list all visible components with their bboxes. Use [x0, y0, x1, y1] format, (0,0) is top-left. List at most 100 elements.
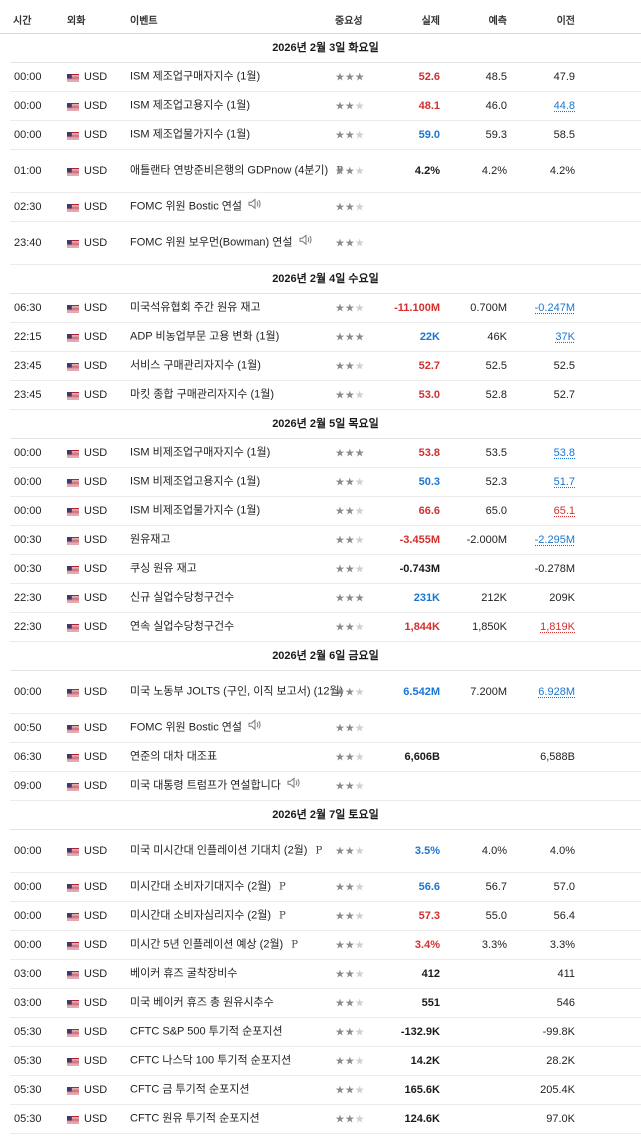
event-row[interactable]: 00:00 USD 미시간대 소비자심리지수 (2월) P ★★★ 57.3 55.0 56.…: [10, 902, 641, 931]
event-row[interactable]: 00:30 USD 쿠싱 원유 재고 ★★★ -0.743M -0.278M: [10, 555, 641, 584]
event-row[interactable]: 06:30 USD 미국석유협회 주간 원유 재고 ★★★ -11.100M 0.700M…: [10, 294, 641, 323]
event-row[interactable]: 02:30 USD FOMC 위원 Bostic 연설 ★★★: [10, 193, 641, 222]
event-name[interactable]: ISM 제조업물가지수 (1월): [130, 127, 348, 144]
event-name-text[interactable]: 미국 베이커 휴즈 총 원유시추수: [130, 996, 274, 1009]
event-name-text[interactable]: 애틀랜타 연방준비은행의 GDPnow (4분기): [130, 164, 329, 177]
event-name[interactable]: ISM 제조업고용지수 (1월): [130, 98, 348, 115]
event-row[interactable]: 09:00 USD 미국 대통령 트럼프가 연설합니다 ★★★: [10, 772, 641, 801]
event-name[interactable]: CFTC S&P 500 투기적 순포지션: [130, 1024, 348, 1041]
event-name[interactable]: 미시간 5년 인플레이션 예상 (2월) P: [130, 937, 348, 954]
event-name-text[interactable]: ADP 비농업부문 고용 변화 (1월): [130, 330, 280, 343]
event-name-text[interactable]: 연준의 대차 대조표: [130, 750, 218, 763]
event-row[interactable]: 23:40 USD FOMC 위원 보우먼(Bowman) 연설 ★★★: [10, 222, 641, 265]
event-name[interactable]: 미국 노동부 JOLTS (구인, 이직 보고서) (12월): [130, 684, 348, 701]
col-previous-header[interactable]: 이전: [556, 16, 575, 27]
event-name[interactable]: ISM 비제조업물가지수 (1월): [130, 503, 348, 520]
event-row[interactable]: 01:00 USD 애틀랜타 연방준비은행의 GDPnow (4분기) P ★★★ 4.2…: [10, 150, 641, 193]
event-name-text[interactable]: FOMC 위원 보우먼(Bowman) 연설: [130, 236, 293, 249]
event-row[interactable]: 03:00 USD 미국 베이커 휴즈 총 원유시추수 ★★★ 551 546: [10, 989, 641, 1018]
event-row[interactable]: 03:00 USD 베이커 휴즈 굴착장비수 ★★★ 412 411: [10, 960, 641, 989]
event-row[interactable]: 00:00 USD ISM 비제조업고용지수 (1월) ★★★ 50.3 52.3 51.7: [10, 468, 641, 497]
event-row[interactable]: 00:00 USD 미시간대 소비자기대지수 (2월) P ★★★ 56.6 56.7 57.…: [10, 873, 641, 902]
col-actual-header[interactable]: 실제: [421, 16, 440, 27]
event-name[interactable]: 미국석유협회 주간 원유 재고: [130, 300, 348, 317]
event-row[interactable]: 00:00 USD ISM 비제조업구매자지수 (1월) ★★★ 53.8 53.5 53.…: [10, 439, 641, 468]
event-name-text[interactable]: 신규 실업수당청구건수: [130, 591, 235, 604]
previous-value[interactable]: 65.1: [553, 505, 575, 517]
col-event-header[interactable]: 이벤트: [130, 16, 158, 27]
event-name[interactable]: 미시간대 소비자심리지수 (2월) P: [130, 908, 348, 925]
event-name-text[interactable]: ISM 비제조업물가지수 (1월): [130, 504, 261, 517]
previous-value[interactable]: 51.7: [553, 476, 575, 488]
event-name[interactable]: 연준의 대차 대조표: [130, 749, 348, 766]
event-name[interactable]: ISM 비제조업고용지수 (1월): [130, 474, 348, 491]
event-row[interactable]: 00:00 USD ISM 제조업고용지수 (1월) ★★★ 48.1 46.0 44.8: [10, 92, 641, 121]
event-name-text[interactable]: FOMC 위원 Bostic 연설: [130, 721, 242, 734]
previous-value[interactable]: 1,819K: [540, 621, 575, 633]
event-name[interactable]: FOMC 위원 Bostic 연설: [130, 719, 348, 736]
col-importance-header[interactable]: 중요성: [335, 16, 363, 27]
event-name-text[interactable]: 미국 노동부 JOLTS (구인, 이직 보고서) (12월): [130, 685, 344, 698]
event-name[interactable]: 미국 베이커 휴즈 총 원유시추수: [130, 995, 348, 1012]
event-name-text[interactable]: CFTC 나스닥 100 투기적 순포지션: [130, 1054, 292, 1067]
event-row[interactable]: 00:00 USD ISM 비제조업물가지수 (1월) ★★★ 66.6 65.0 65.1: [10, 497, 641, 526]
event-name-text[interactable]: ISM 제조업물가지수 (1월): [130, 128, 251, 141]
event-name[interactable]: 베이커 휴즈 굴착장비수: [130, 966, 348, 983]
event-row[interactable]: 05:30 USD CFTC 나스닥 100 투기적 순포지션 ★★★ 14.2K 28.…: [10, 1047, 641, 1076]
event-row[interactable]: 22:30 USD 연속 실업수당청구건수 ★★★ 1,844K 1,850K 1,819K: [10, 613, 641, 642]
event-name[interactable]: CFTC 금 투기적 순포지션: [130, 1082, 348, 1099]
event-row[interactable]: 00:00 USD 미국 노동부 JOLTS (구인, 이직 보고서) (12월) ★…: [10, 671, 641, 714]
previous-value[interactable]: -2.295M: [534, 534, 575, 546]
event-row[interactable]: 00:00 USD ISM 제조업구매자지수 (1월) ★★★ 52.6 48.5 47.9: [10, 63, 641, 92]
event-name-text[interactable]: ISM 비제조업고용지수 (1월): [130, 475, 261, 488]
event-row[interactable]: 00:50 USD FOMC 위원 Bostic 연설 ★★★: [10, 714, 641, 743]
event-row[interactable]: 05:30 USD CFTC 원유 투기적 순포지션 ★★★ 124.6K 97.0K: [10, 1105, 641, 1134]
event-name[interactable]: 원유재고: [130, 532, 348, 549]
col-currency-header[interactable]: 외화: [67, 16, 86, 27]
event-row[interactable]: 00:00 USD 미국 미시간대 인플레이션 기대치 (2월) P ★★★ 3.5% 4.…: [10, 830, 641, 873]
event-row[interactable]: 00:00 USD ISM 제조업물가지수 (1월) ★★★ 59.0 59.3 58.5: [10, 121, 641, 150]
event-row[interactable]: 05:30 USD CFTC S&P 500 투기적 순포지션 ★★★ -132.9K -…: [10, 1018, 641, 1047]
event-name-text[interactable]: ISM 비제조업구매자지수 (1월): [130, 446, 271, 459]
event-name-text[interactable]: 미시간대 소비자기대지수 (2월): [130, 880, 271, 893]
event-name[interactable]: 미국 미시간대 인플레이션 기대치 (2월) P: [130, 843, 348, 860]
event-name-text[interactable]: 미시간대 소비자심리지수 (2월): [130, 909, 271, 922]
event-name-text[interactable]: 미국 대통령 트럼프가 연설합니다: [130, 779, 281, 792]
previous-value[interactable]: 53.8: [553, 447, 575, 459]
col-time-header[interactable]: 시간: [13, 16, 32, 27]
event-name[interactable]: 쿠싱 원유 재고: [130, 561, 348, 578]
event-name-text[interactable]: ISM 제조업고용지수 (1월): [130, 99, 251, 112]
previous-value[interactable]: 44.8: [553, 100, 575, 112]
event-name[interactable]: 애틀랜타 연방준비은행의 GDPnow (4분기) P: [130, 163, 348, 180]
event-name-text[interactable]: 연속 실업수당청구건수: [130, 620, 235, 633]
event-name[interactable]: 신규 실업수당청구건수: [130, 590, 348, 607]
event-row[interactable]: 00:30 USD 원유재고 ★★★ -3.455M -2.000M -2.295M: [10, 526, 641, 555]
event-name[interactable]: ISM 비제조업구매자지수 (1월): [130, 445, 348, 462]
event-name-text[interactable]: 원유재고: [130, 533, 171, 546]
event-name-text[interactable]: 마킷 종합 구매관리자지수 (1월): [130, 388, 275, 401]
event-name-text[interactable]: 미시간 5년 인플레이션 예상 (2월): [130, 938, 284, 951]
event-name-text[interactable]: CFTC 금 투기적 순포지션: [130, 1083, 250, 1096]
event-name-text[interactable]: CFTC 원유 투기적 순포지션: [130, 1112, 260, 1125]
event-name[interactable]: FOMC 위원 보우먼(Bowman) 연설: [130, 234, 348, 251]
event-name-text[interactable]: ISM 제조업구매자지수 (1월): [130, 70, 261, 83]
event-row[interactable]: 00:00 USD 미시간 5년 인플레이션 예상 (2월) P ★★★ 3.4% 3.3%…: [10, 931, 641, 960]
event-row[interactable]: 22:15 USD ADP 비농업부문 고용 변화 (1월) ★★★ 22K 46K 37K: [10, 323, 641, 352]
event-name-text[interactable]: 서비스 구매관리자지수 (1월): [130, 359, 261, 372]
event-name[interactable]: 미국 대통령 트럼프가 연설합니다: [130, 777, 348, 794]
event-row[interactable]: 05:30 USD CFTC 금 투기적 순포지션 ★★★ 165.6K 205.4K: [10, 1076, 641, 1105]
event-row[interactable]: 22:30 USD 신규 실업수당청구건수 ★★★ 231K 212K 209K: [10, 584, 641, 613]
event-name-text[interactable]: 미국석유협회 주간 원유 재고: [130, 301, 261, 314]
previous-value[interactable]: 6.928M: [538, 686, 575, 698]
previous-value[interactable]: 37K: [555, 331, 575, 343]
event-name[interactable]: ADP 비농업부문 고용 변화 (1월): [130, 329, 348, 346]
event-row[interactable]: 23:45 USD 마킷 종합 구매관리자지수 (1월) ★★★ 53.0 52.8 52.…: [10, 381, 641, 410]
event-name[interactable]: 서비스 구매관리자지수 (1월): [130, 358, 348, 375]
event-name-text[interactable]: 쿠싱 원유 재고: [130, 562, 197, 575]
event-name-text[interactable]: 베이커 휴즈 굴착장비수: [130, 967, 238, 980]
event-name[interactable]: 연속 실업수당청구건수: [130, 619, 348, 636]
event-row[interactable]: 23:45 USD 서비스 구매관리자지수 (1월) ★★★ 52.7 52.5 52.5: [10, 352, 641, 381]
event-name-text[interactable]: FOMC 위원 Bostic 연설: [130, 200, 242, 213]
event-row[interactable]: 06:30 USD 연준의 대차 대조표 ★★★ 6,606B 6,588B: [10, 743, 641, 772]
col-forecast-header[interactable]: 예측: [488, 16, 507, 27]
